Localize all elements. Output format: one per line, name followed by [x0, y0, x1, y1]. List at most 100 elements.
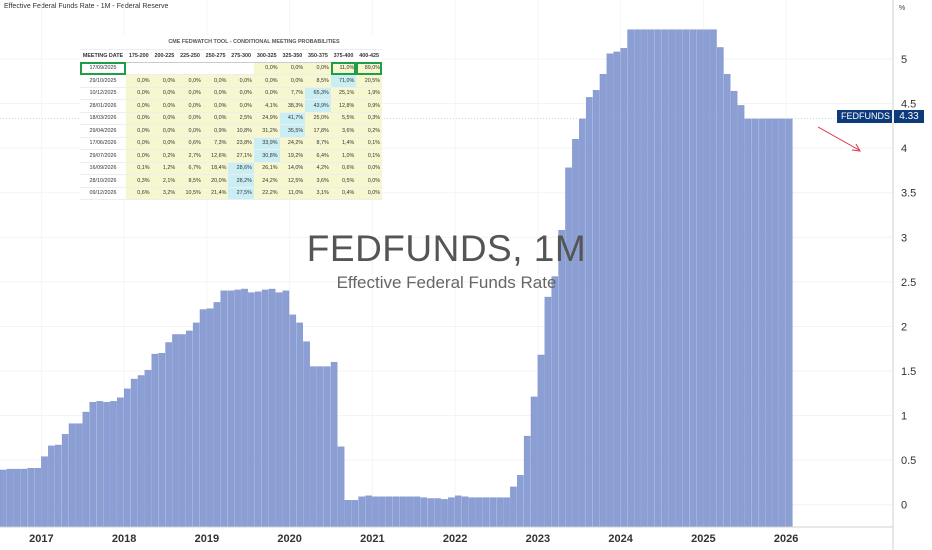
probability-cell: 0,1% [356, 149, 382, 163]
bar [420, 497, 428, 528]
probability-cell: 43,9% [305, 99, 331, 113]
rate-column-header: 275-300 [228, 49, 254, 63]
bar [303, 341, 310, 528]
bar [779, 118, 786, 528]
bar [365, 495, 372, 528]
bar [165, 342, 172, 528]
probability-cell: 28,2% [228, 174, 254, 188]
probability-cell: 0,5% [330, 174, 357, 188]
table-row: 28/10/2026 0,3% 2,1% 8,5% 20,0% 28,2% 24,2% 12,… [80, 174, 382, 188]
bar [75, 423, 83, 528]
window-title: Effective Federal Funds Rate - 1M - Fede… [4, 3, 169, 10]
probability-cell: 14,0% [279, 162, 306, 175]
bar [468, 497, 476, 528]
bar [275, 292, 283, 528]
probability-cell: 10,5% [177, 187, 203, 200]
bar [248, 292, 255, 528]
probability-cell: 0,0% [151, 124, 178, 138]
bar [110, 401, 117, 528]
y-tick-label: 3 [901, 232, 907, 244]
x-tick-label: 2023 [526, 533, 550, 545]
probability-cell: 30,8% [253, 149, 280, 163]
bar [723, 74, 731, 528]
probability-cell: 10,8% [228, 124, 254, 138]
bar [158, 353, 166, 528]
bar [103, 402, 110, 528]
probability-cell: 19,2% [279, 149, 306, 163]
bar [572, 139, 579, 528]
probability-cell: 0,0% [202, 99, 229, 113]
probability-cell: 0,0% [126, 74, 152, 88]
probability-cell: 8,5% [305, 74, 331, 88]
probability-cell: 0,1% [356, 137, 382, 150]
probability-cell: 0,0% [126, 99, 152, 113]
bar [227, 290, 235, 528]
x-tick-label: 2021 [360, 533, 384, 545]
y-tick-label: 2 [901, 321, 907, 333]
probability-cell [151, 62, 178, 75]
bar [537, 354, 545, 528]
probability-cell: 0,0% [305, 62, 331, 75]
probability-cell: 0,0% [356, 174, 382, 188]
probability-cell: 0,0% [228, 87, 254, 100]
bar [337, 446, 345, 528]
probability-cell: 0,3% [126, 174, 152, 188]
bar [206, 308, 214, 528]
probability-cell: 0,0% [151, 112, 178, 125]
probability-cell: 0,9% [356, 99, 382, 113]
probability-cell: 0,0% [279, 62, 306, 75]
y-axis-ticks: 0 0.5 1 1.5 2 2.5 3 3.5 4 4.5 5 [901, 54, 916, 512]
table-row: 16/09/2026 0,1% 1,2% 6,7% 18,4% 28,6% 26,1% 14,… [80, 162, 382, 175]
probability-cell [228, 62, 254, 75]
bar [510, 486, 517, 528]
bar [89, 402, 97, 528]
meeting-date-cell: 28/01/2026 [80, 99, 126, 113]
bar [82, 411, 90, 528]
probability-cell: 0,0% [228, 74, 254, 88]
probability-cell: 0,0% [151, 87, 178, 100]
probability-cell: 0,0% [177, 74, 203, 88]
watermark-description: Effective Federal Funds Rate [336, 273, 557, 292]
probability-cell: 0,6% [330, 162, 357, 175]
bar [323, 366, 331, 528]
bar [413, 496, 421, 528]
probability-cell: 23,8% [228, 137, 254, 150]
bar [268, 288, 276, 528]
probability-cell: 0,2% [356, 124, 382, 138]
bar [68, 423, 76, 528]
bar [434, 498, 441, 528]
watermark-symbol: FEDFUNDS, 1M [306, 228, 587, 269]
probability-cell: 0,9% [202, 124, 229, 138]
probability-cell: 3,6% [305, 174, 331, 188]
probability-cell: 27,1% [228, 149, 254, 163]
probability-cell: 0,0% [126, 112, 152, 125]
probability-cell [126, 62, 152, 75]
rate-column-header: 200-225 [151, 49, 178, 63]
rate-column-header: 400-425 [356, 49, 382, 63]
bar [0, 469, 7, 528]
x-tick-label: 2018 [112, 533, 136, 545]
probability-cell: 21,4% [202, 187, 229, 200]
bar [461, 496, 469, 528]
bar [785, 118, 793, 528]
probability-cell: 0,1% [126, 162, 152, 175]
probability-cell: 0,0% [279, 74, 306, 88]
bar [448, 497, 455, 528]
table-row: 18/03/2026 0,0% 0,0% 0,0% 0,0% 2,5% 24,9% 41,7%… [80, 112, 382, 125]
bar [137, 375, 145, 528]
bar [310, 366, 317, 528]
probability-cell: 38,3% [279, 99, 306, 113]
axis-unit-label: % [899, 5, 906, 12]
rate-column-header: 300-325 [253, 49, 280, 63]
bar [27, 468, 35, 528]
probability-cell: 35,5% [279, 124, 306, 138]
bar [172, 334, 179, 528]
bar [317, 366, 324, 528]
x-tick-label: 2025 [691, 533, 715, 545]
symbol-tag: FEDFUNDS [837, 110, 892, 123]
probability-cell: 0,0% [177, 124, 203, 138]
table-row: 17/09/2025 0,0% 0,0% 0,0% 11,0% 89,0% [80, 62, 382, 75]
probability-cell: 0,0% [253, 87, 280, 100]
probability-cell: 7,7% [279, 87, 306, 100]
